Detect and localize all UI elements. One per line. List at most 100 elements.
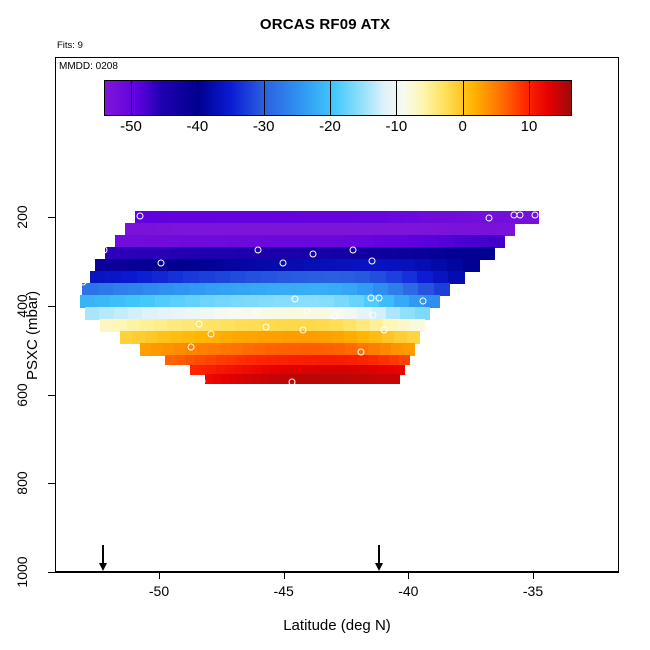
data-point-marker <box>198 377 206 385</box>
heatmap-cell <box>196 343 210 357</box>
heatmap-cell <box>230 271 247 285</box>
heatmap-cell <box>462 259 480 273</box>
heatmap-cell <box>225 355 237 366</box>
heatmap-cell <box>220 373 230 384</box>
heatmap-cell <box>366 373 376 384</box>
heatmap-cell <box>497 223 515 237</box>
heatmap-cell <box>380 247 398 261</box>
heatmap-cell <box>194 331 208 345</box>
heatmap-cell <box>260 235 278 249</box>
heatmap-cell <box>293 235 311 249</box>
heatmap-cell <box>180 319 196 333</box>
heatmap-cell <box>342 319 358 333</box>
heatmap-cell <box>379 343 392 357</box>
heatmap-cell <box>351 223 369 237</box>
data-point-marker <box>380 326 388 334</box>
colorbar-tick-label: 10 <box>520 118 538 135</box>
heatmap-cell <box>144 331 158 345</box>
heatmap-cell <box>309 373 319 384</box>
heatmap-cell <box>126 319 142 333</box>
heatmap-cell <box>314 307 330 321</box>
y-axis-tick <box>48 305 55 307</box>
heatmap-cell <box>368 343 381 357</box>
heatmap-cell <box>488 211 506 224</box>
heatmap-cell <box>286 259 304 273</box>
heatmap-cell <box>153 247 171 261</box>
heatmap-cell <box>143 283 160 297</box>
heatmap-cell <box>173 223 191 237</box>
heatmap-cell <box>229 295 246 309</box>
heatmap-cell <box>184 295 201 309</box>
heatmap-cell <box>299 343 312 357</box>
heatmap-cell <box>307 355 319 366</box>
x-axis-tick-label: -40 <box>398 583 419 599</box>
heatmap-cell <box>157 331 171 345</box>
heatmap-cell <box>248 319 263 333</box>
heatmap-cell <box>342 307 359 321</box>
heatmap-cell <box>151 211 170 224</box>
heatmap-cell <box>189 364 200 375</box>
heatmap-cell <box>179 235 197 249</box>
heatmap-cell <box>189 283 206 297</box>
heatmap-cell <box>275 319 290 333</box>
heatmap-cell <box>356 331 370 345</box>
heatmap-cell <box>127 307 144 321</box>
heatmap-cell <box>404 211 422 224</box>
heatmap-cell <box>403 283 420 297</box>
heatmap-cell <box>471 211 489 224</box>
heatmap-cell <box>329 319 344 333</box>
heatmap-cell <box>455 235 473 249</box>
colorbar-tick-label: -50 <box>120 118 142 135</box>
heatmap-cell <box>294 331 308 345</box>
heatmap-cell <box>266 247 284 261</box>
heatmap-cell <box>334 343 347 357</box>
colorbar-tick <box>263 80 265 116</box>
heatmap-cell <box>213 307 230 321</box>
heatmap-cell <box>283 247 301 261</box>
heatmap-cell <box>347 355 359 366</box>
heatmap-cell <box>401 271 418 285</box>
heatmap-cell <box>293 373 303 384</box>
heatmap-cell <box>422 235 440 249</box>
heatmap-cell <box>141 223 158 237</box>
heatmap-cell <box>297 355 308 366</box>
page-title: ORCAS RF09 ATX <box>259 16 391 33</box>
heatmap-cell <box>202 211 220 224</box>
heatmap-cell <box>79 295 96 309</box>
x-axis-line <box>55 571 619 573</box>
heatmap-cell <box>219 343 232 357</box>
heatmap-cell <box>396 247 414 261</box>
x-axis-tick <box>159 572 160 579</box>
heatmap-cell <box>420 211 439 224</box>
heatmap-cell <box>202 247 220 261</box>
heatmap-cell <box>139 343 152 357</box>
heatmap-cell <box>207 319 223 333</box>
heatmap-cell <box>418 283 435 297</box>
heatmap-cell <box>410 319 425 333</box>
heatmap-cell <box>288 343 301 357</box>
heatmap-cell <box>276 343 290 357</box>
fits-count-label: Fits: 9 <box>57 40 83 51</box>
heatmap-cell <box>398 259 416 273</box>
heatmap-cell <box>261 271 278 285</box>
heatmap-cell <box>185 247 203 261</box>
data-point-marker <box>279 259 287 267</box>
heatmap-cell <box>430 259 448 273</box>
heatmap-cell <box>318 259 336 273</box>
heatmap-cell <box>152 271 169 285</box>
heatmap-cell <box>379 295 395 309</box>
x-axis-label: Latitude (deg N) <box>283 617 391 634</box>
heatmap-cell <box>158 283 175 297</box>
heatmap-cell <box>244 235 262 249</box>
heatmap-cell <box>302 259 320 273</box>
heatmap-cell <box>136 271 153 285</box>
colorbar-tick <box>197 80 199 116</box>
heatmap-cell <box>222 223 240 237</box>
heatmap-cell <box>334 259 352 273</box>
x-axis-tick-label: -50 <box>148 583 170 599</box>
heatmap-cell <box>205 223 223 237</box>
heatmap-cell <box>121 247 139 261</box>
heatmap-cell <box>215 355 227 366</box>
heatmap-cell <box>153 319 169 333</box>
heatmap-cell <box>319 223 337 237</box>
